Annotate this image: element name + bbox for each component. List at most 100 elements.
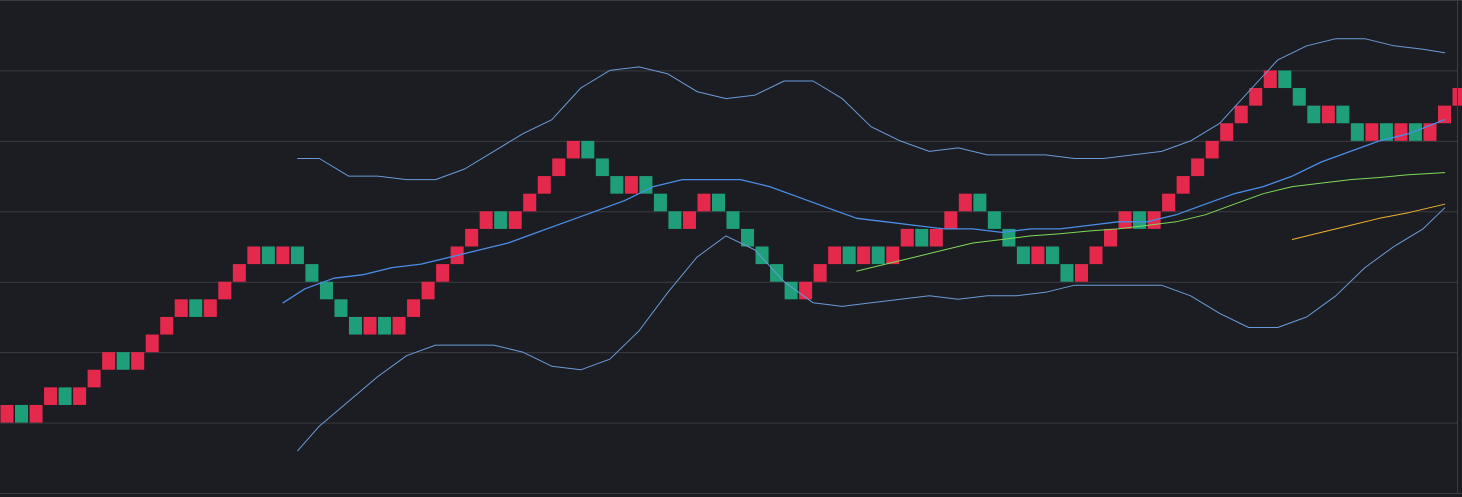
renko-brick-up: [1089, 246, 1103, 265]
renko-brick-down: [1002, 228, 1016, 247]
renko-brick-up: [479, 211, 493, 229]
renko-brick-down: [1016, 246, 1030, 265]
renko-brick-up: [813, 264, 827, 282]
renko-brick-down: [871, 246, 885, 265]
renko-brick-up: [276, 246, 290, 265]
renko-brick-down: [58, 387, 72, 405]
renko-brick-up: [1074, 264, 1088, 282]
renko-brick-down: [784, 281, 798, 300]
renko-brick-down: [1292, 88, 1306, 106]
renko-brick-down: [755, 246, 769, 265]
renko-brick-up: [29, 404, 43, 423]
renko-brick-up: [174, 299, 188, 317]
renko-brick-up: [624, 176, 638, 194]
renko-brick-down: [334, 299, 348, 317]
renko-brick-up: [1394, 123, 1408, 141]
renko-brick-down: [1307, 105, 1321, 124]
renko-brick-up: [87, 369, 101, 388]
renko-brick-up: [44, 387, 58, 405]
renko-brick-up: [523, 193, 537, 212]
renko-brick-down: [741, 228, 755, 247]
indicator-lines: [282, 38, 1446, 452]
renko-brick-up: [958, 193, 972, 212]
renko-brick-down: [1336, 105, 1350, 124]
renko-brick-up: [232, 264, 246, 282]
renko-brick-up: [1321, 105, 1335, 124]
renko-brick-down: [973, 193, 987, 212]
renko-brick-down: [1408, 123, 1422, 141]
series-line-lower-band: [297, 207, 1446, 452]
renko-brick-down: [581, 140, 595, 159]
renko-brick-down: [726, 211, 740, 229]
gridlines: [0, 70, 1457, 424]
renko-brick-down: [1133, 211, 1147, 229]
series-line-middle-band: [282, 119, 1446, 304]
renko-brick-down: [915, 228, 929, 247]
renko-brick-up: [218, 281, 232, 300]
renko-brick-down: [595, 158, 609, 177]
renko-brick-up: [102, 352, 116, 370]
renko-brick-up: [0, 404, 14, 423]
renko-brick-up: [407, 299, 421, 317]
renko-brick-down: [1278, 70, 1292, 89]
renko-brick-down: [842, 246, 856, 265]
renko-brick-up: [1205, 140, 1219, 159]
renko-brick-up: [697, 193, 711, 212]
renko-brick-up: [900, 228, 914, 247]
renko-brick-up: [1423, 123, 1437, 141]
renko-brick-up: [1220, 123, 1234, 141]
renko-brick-up: [886, 246, 900, 265]
renko-brick-down: [290, 246, 304, 265]
renko-brick-down: [15, 404, 29, 423]
renko-brick-down: [348, 316, 362, 335]
renko-brick-down: [116, 352, 130, 370]
renko-brick-up: [160, 316, 174, 335]
renko-brick-down: [1060, 264, 1074, 282]
renko-brick-up: [247, 246, 261, 265]
renko-brick-down: [639, 176, 653, 194]
renko-brick-up: [421, 281, 435, 300]
renko-brick-up: [682, 211, 696, 229]
renko-brick-up: [1365, 123, 1379, 141]
renko-brick-up: [363, 316, 377, 335]
renko-brick-down: [668, 211, 682, 229]
renko-brick-up: [508, 211, 522, 229]
renko-brick-up: [436, 264, 450, 282]
renko-brick-down: [1045, 246, 1059, 265]
renko-brick-down: [711, 193, 725, 212]
renko-brick-up: [1249, 88, 1263, 106]
renko-brick-down: [494, 211, 508, 229]
renko-brick-up: [828, 246, 842, 265]
renko-bricks: [0, 70, 1462, 423]
renko-brick-down: [319, 281, 333, 300]
renko-brick-up: [73, 387, 87, 405]
renko-brick-down: [189, 299, 203, 317]
renko-brick-down: [610, 176, 624, 194]
renko-brick-up: [465, 228, 479, 247]
renko-brick-up: [1162, 193, 1176, 212]
renko-brick-up: [1176, 176, 1190, 194]
renko-brick-up: [857, 246, 871, 265]
renko-brick-up: [1437, 105, 1451, 124]
renko-brick-down: [1350, 123, 1364, 141]
series-line-upper-band: [297, 38, 1446, 181]
renko-brick-up: [566, 140, 580, 159]
renko-brick-up: [1104, 228, 1118, 247]
renko-brick-up: [537, 176, 551, 194]
renko-brick-up: [1191, 158, 1205, 177]
renko-brick-down: [1379, 123, 1393, 141]
renko-brick-up: [131, 352, 145, 370]
renko-brick-up: [929, 228, 943, 247]
renko-brick-up: [1263, 70, 1277, 89]
renko-brick-up: [799, 281, 813, 300]
renko-brick-up: [203, 299, 217, 317]
renko-brick-up: [1234, 105, 1248, 124]
renko-brick-up: [145, 334, 159, 353]
renko-brick-down: [305, 264, 319, 282]
renko-brick-down: [261, 246, 275, 265]
renko-brick-up: [552, 158, 566, 177]
renko-brick-up: [944, 211, 958, 229]
